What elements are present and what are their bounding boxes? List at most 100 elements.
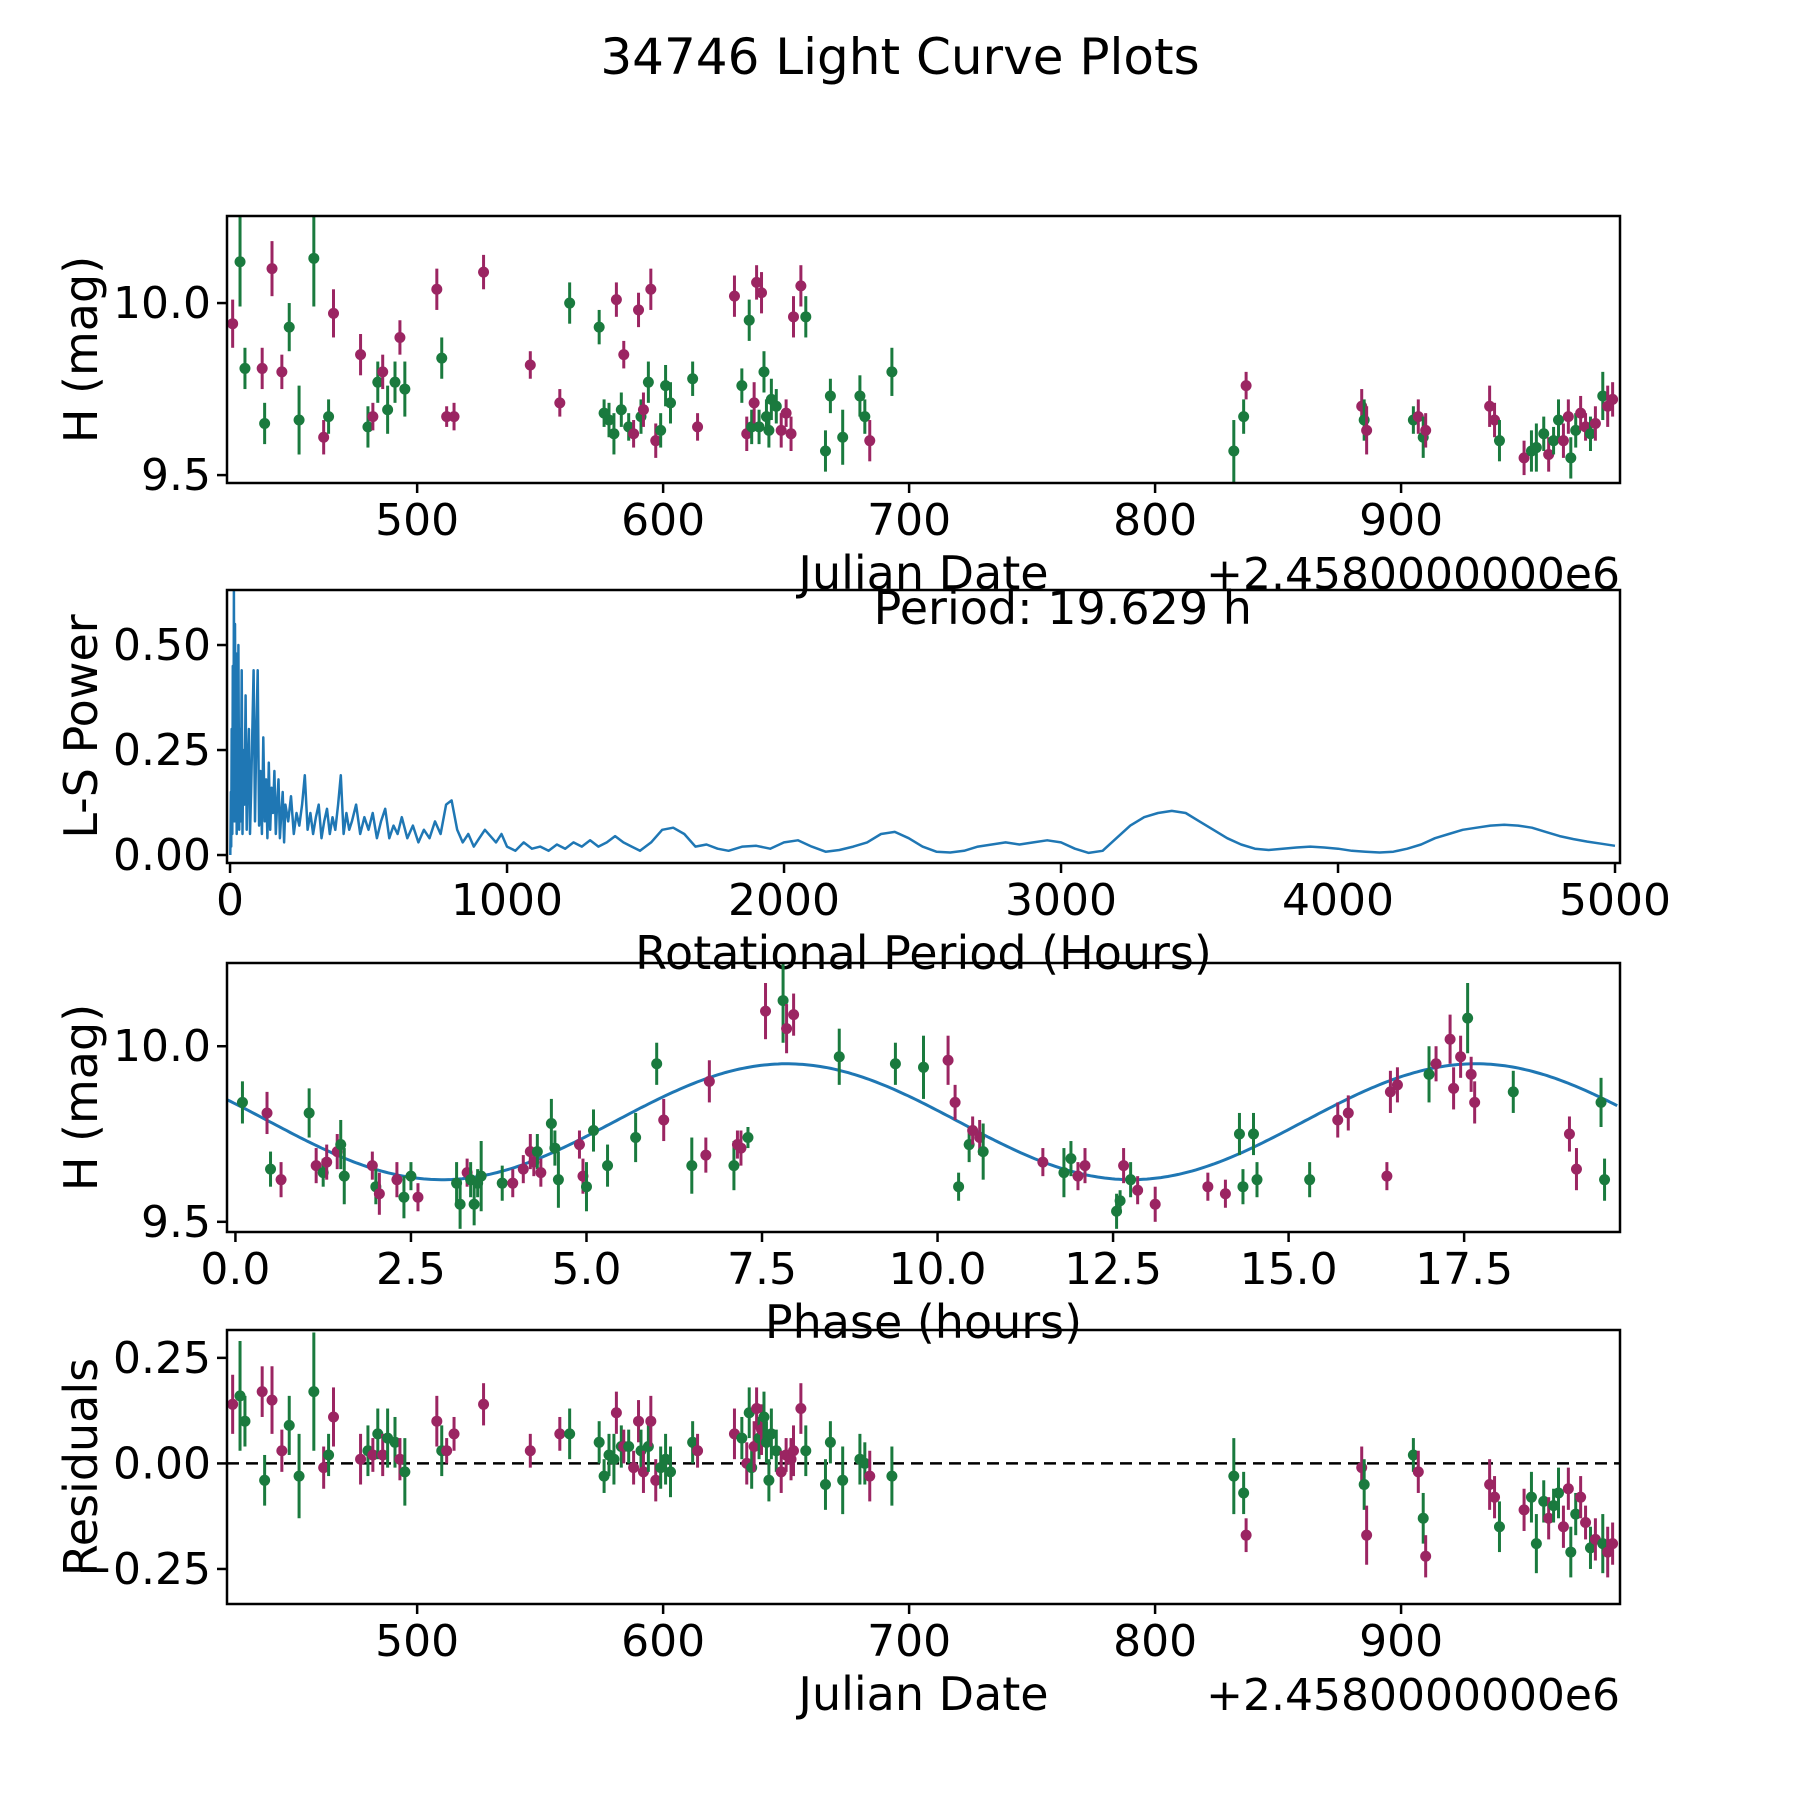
data-point [545,1117,557,1129]
data-point [1602,1546,1614,1558]
data-point [308,1386,320,1398]
data-point [1237,1181,1249,1193]
data-point [1125,1174,1137,1186]
x-axis-label: Julian Date [795,1667,1048,1721]
data-point [436,352,448,364]
data-point [1342,1107,1354,1119]
data-point [748,1441,760,1453]
data-point [1607,393,1619,405]
data-point [633,1415,645,1427]
data-point [1530,442,1542,454]
svg-text:0.25: 0.25 [113,1333,211,1384]
data-point [800,311,812,323]
data-point [837,431,849,443]
data-point [405,1170,417,1182]
data-point [227,318,239,330]
data-point [770,1445,782,1457]
svg-text:2.5: 2.5 [376,1244,446,1295]
svg-text:500: 500 [375,495,459,546]
data-point [1570,424,1582,436]
data-point [886,1470,898,1482]
data-point [660,380,672,392]
data-point [265,1163,277,1175]
data-point [1132,1184,1144,1196]
svg-text:800: 800 [1113,495,1197,546]
data-point [593,1436,605,1448]
data-point [1493,435,1505,447]
svg-text:10.0: 10.0 [889,1244,987,1295]
axis-spines [225,588,1622,865]
data-point [1525,1491,1537,1503]
data-point [864,435,876,447]
data-point [658,1114,670,1126]
data-point [763,1474,775,1486]
data-point [266,1394,278,1406]
data-point [692,421,704,433]
data-point [650,1474,662,1486]
svg-text:900: 900 [1359,1616,1443,1667]
data-point [1538,428,1550,440]
data-point [700,1149,712,1161]
data-point [1580,1517,1592,1529]
data-point [751,276,763,288]
svg-text:0.25: 0.25 [113,725,211,776]
data-point [310,1160,322,1172]
data-point [366,1160,378,1172]
svg-text:5000: 5000 [1559,875,1671,926]
data-point [1448,1082,1460,1094]
y-axis: 9.5 10.0 [113,1021,227,1248]
data-point [610,1407,622,1419]
data-layer [227,216,1619,482]
data-point [1562,411,1574,423]
data-point [256,362,268,374]
data-point [276,1445,288,1457]
y-axis-label: H (mag) [54,256,108,443]
data-point [1079,1160,1091,1172]
data-point [610,294,622,306]
data-point [259,417,271,429]
data-point [318,1462,330,1474]
data-point [335,1139,347,1151]
data-point [819,445,831,457]
data-point [293,1470,305,1482]
data-point [431,1415,443,1427]
data-point [531,1146,543,1158]
data-point [1484,400,1496,412]
x-axis: 500 600 700 800 900 [375,483,1443,546]
data-point [475,1170,487,1182]
data-point [1444,1033,1456,1045]
data-point [630,1132,642,1144]
data-point [1599,1174,1611,1186]
periodogram-line [229,590,1616,856]
data-point [1304,1174,1316,1186]
svg-text:600: 600 [621,495,705,546]
data-point [787,1445,799,1457]
data-point [1575,1491,1587,1503]
data-point [588,1125,600,1137]
data-point [1332,1114,1344,1126]
data-point [748,397,760,409]
data-point [303,1107,315,1119]
svg-text:0.00: 0.00 [113,1438,211,1489]
data-point [637,1466,649,1478]
data-point [362,421,374,433]
data-point [889,1058,901,1070]
data-point [478,266,490,278]
data-point [367,1449,379,1461]
data-point [833,1051,845,1063]
data-point [1530,1538,1542,1550]
x-axis: 500 600 700 800 900 [375,1604,1443,1667]
data-point [728,1160,740,1172]
data-point [1423,1068,1435,1080]
y-axis: 9.5 10.0 [113,278,227,501]
data-point [781,1023,793,1035]
data-point [743,314,755,326]
data-point [1584,428,1596,440]
svg-text:9.5: 9.5 [141,450,211,501]
data-point [372,376,384,388]
data-point [323,1449,335,1461]
data-point [775,1466,787,1478]
data-point [1565,1546,1577,1558]
